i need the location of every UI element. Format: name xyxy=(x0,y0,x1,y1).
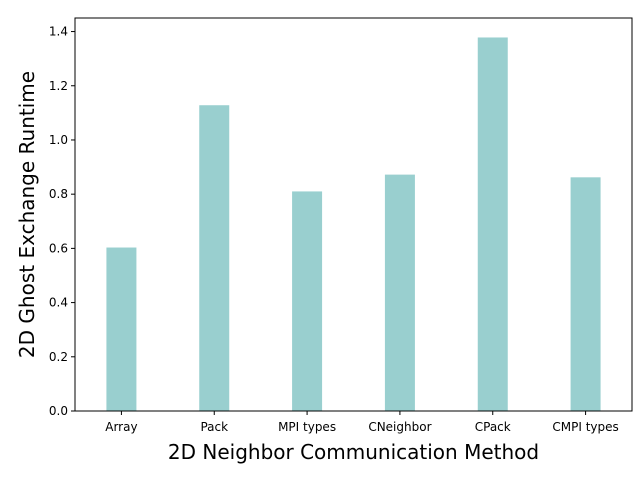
x-tick-label: CMPI types xyxy=(552,420,618,434)
bar-array xyxy=(105,246,138,412)
bar-pack xyxy=(198,104,231,412)
y-axis-ticks: 0.0 0.2 0.4 0.6 0.8 1.0 1.2 1.4 xyxy=(49,25,75,418)
x-tick-label: CPack xyxy=(475,420,511,434)
bar-cneighbor xyxy=(383,173,416,412)
plot-frame xyxy=(74,17,633,412)
y-tick-label: 1.0 xyxy=(49,133,68,147)
y-tick-label: 1.4 xyxy=(49,25,68,39)
y-axis-label: 2D Ghost Exchange Runtime xyxy=(15,71,39,358)
y-tick-label: 0.8 xyxy=(49,187,68,201)
x-tick-label: Pack xyxy=(200,420,228,434)
bar-cmpi-types xyxy=(569,176,602,412)
y-tick-label: 1.2 xyxy=(49,79,68,93)
y-tick-label: 0.2 xyxy=(49,350,68,364)
x-tick-label: Array xyxy=(105,420,137,434)
bar-mpi-types xyxy=(291,190,324,412)
x-tick-label: CNeighbor xyxy=(368,420,431,434)
y-tick-label: 0.0 xyxy=(49,404,68,418)
bar-cpack xyxy=(476,36,509,412)
y-tick-label: 0.6 xyxy=(49,241,68,255)
x-tick-label: MPI types xyxy=(278,420,336,434)
x-axis-ticks: Array Pack MPI types CNeighbor CPack CMPI typ… xyxy=(105,411,619,434)
x-axis-label: 2D Neighbor Communication Method xyxy=(168,440,539,464)
bars-layer xyxy=(105,36,602,412)
y-tick-label: 0.4 xyxy=(49,296,68,310)
